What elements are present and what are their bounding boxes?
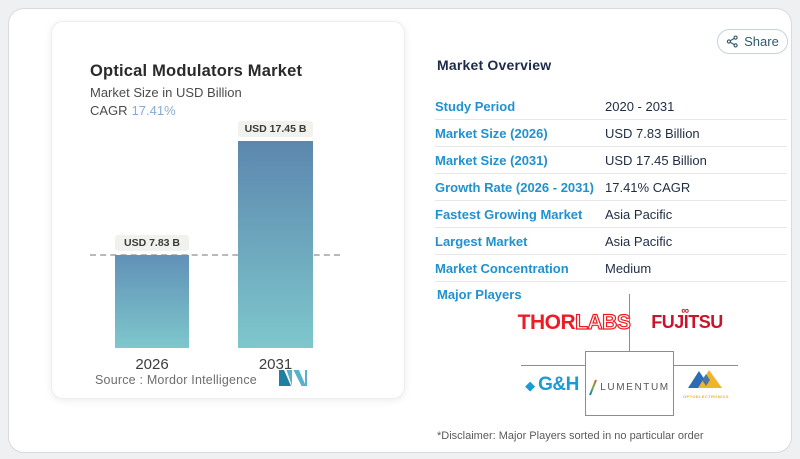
- fujitsu-infinity-icon: ∞: [681, 305, 689, 317]
- table-row: Growth Rate (2026 - 2031) 17.41% CAGR: [435, 174, 787, 201]
- row-value: USD 7.83 Billion: [605, 125, 700, 141]
- cagr-label: CAGR: [90, 103, 128, 118]
- row-label: Fastest Growing Market: [435, 206, 583, 222]
- players-connector-right: [674, 365, 738, 366]
- mordor-intelligence-logo-icon: [278, 369, 308, 387]
- optoelectronics-logo: OPTOELECTRONICS: [681, 367, 731, 407]
- source-label: Source : Mordor Intelligence: [95, 373, 257, 387]
- lumentum-logo-text: LUMENTUM: [600, 382, 670, 393]
- row-label: Market Size (2031): [435, 152, 548, 168]
- share-icon: [726, 35, 739, 48]
- overview-table: Study Period 2020 - 2031 Market Size (20…: [435, 93, 787, 282]
- row-value: Asia Pacific: [605, 233, 673, 249]
- players-connector-left: [521, 365, 585, 366]
- chart-title: Optical Modulators Market: [90, 62, 303, 80]
- chart-subtitle: Market Size in USD Billion: [90, 85, 242, 100]
- fujitsu-logo-text: ∞ FUJITSU: [651, 305, 723, 332]
- row-value: USD 17.45 Billion: [605, 152, 707, 168]
- thorlabs-logo: THOR LABS: [514, 310, 634, 335]
- table-row: Fastest Growing Market Asia Pacific: [435, 201, 787, 228]
- chart-card: Optical Modulators Market Market Size in…: [51, 21, 405, 399]
- players-connector-vertical: [629, 294, 630, 351]
- row-value: Medium: [605, 260, 652, 276]
- bar-2031: [238, 141, 313, 348]
- major-players-label: Major Players: [437, 287, 522, 302]
- row-value: 17.41% CAGR: [605, 179, 691, 195]
- row-label: Growth Rate (2026 - 2031): [435, 179, 594, 195]
- row-label: Market Concentration: [435, 260, 569, 276]
- table-row: Study Period 2020 - 2031: [435, 93, 787, 120]
- row-label: Market Size (2026): [435, 125, 548, 141]
- cagr-value: 17.41%: [131, 103, 176, 118]
- table-row: Market Size (2031) USD 17.45 Billion: [435, 147, 787, 174]
- row-label: Study Period: [435, 98, 516, 114]
- lumentum-slash-icon: [589, 379, 598, 396]
- table-row: Market Concentration Medium: [435, 255, 787, 282]
- table-row: Market Size (2026) USD 7.83 Billion: [435, 120, 787, 147]
- thorlabs-logo-text-outline: LABS: [575, 310, 632, 334]
- row-value: 2020 - 2031: [605, 98, 675, 114]
- lumentum-node-box: LUMENTUM: [585, 351, 674, 416]
- gh-logo: ◆ G&H: [515, 373, 589, 397]
- gh-logo-text: G&H: [538, 374, 579, 395]
- gh-diamond-icon: ◆: [525, 377, 536, 393]
- table-row: Largest Market Asia Pacific: [435, 228, 787, 255]
- widget-frame: Optical Modulators Market Market Size in…: [8, 8, 792, 453]
- bar-2026: [115, 255, 189, 348]
- row-label: Largest Market: [435, 233, 528, 249]
- optoelectronics-logo-text: OPTOELECTRONICS: [683, 394, 729, 399]
- fujitsu-logo: ∞ FUJITSU: [647, 305, 727, 338]
- share-button[interactable]: Share: [717, 29, 788, 54]
- x-tick-2026: 2026: [135, 356, 169, 373]
- lumentum-logo: LUMENTUM: [589, 379, 669, 396]
- chart-cagr: CAGR 17.41%: [90, 103, 176, 118]
- reference-dashed-line: [90, 254, 340, 256]
- row-value: Asia Pacific: [605, 206, 673, 222]
- x-tick-2031: 2031: [258, 356, 293, 373]
- bar-label-2026: USD 7.83 B: [115, 235, 189, 251]
- share-button-label: Share: [744, 34, 779, 49]
- bar-label-2031: USD 17.45 B: [238, 121, 313, 137]
- overview-heading: Market Overview: [437, 57, 552, 73]
- thorlabs-logo-text-solid: THOR: [517, 311, 576, 334]
- optoelectronics-triangles-icon: [688, 370, 722, 388]
- disclaimer-text: *Disclaimer: Major Players sorted in no …: [437, 430, 704, 442]
